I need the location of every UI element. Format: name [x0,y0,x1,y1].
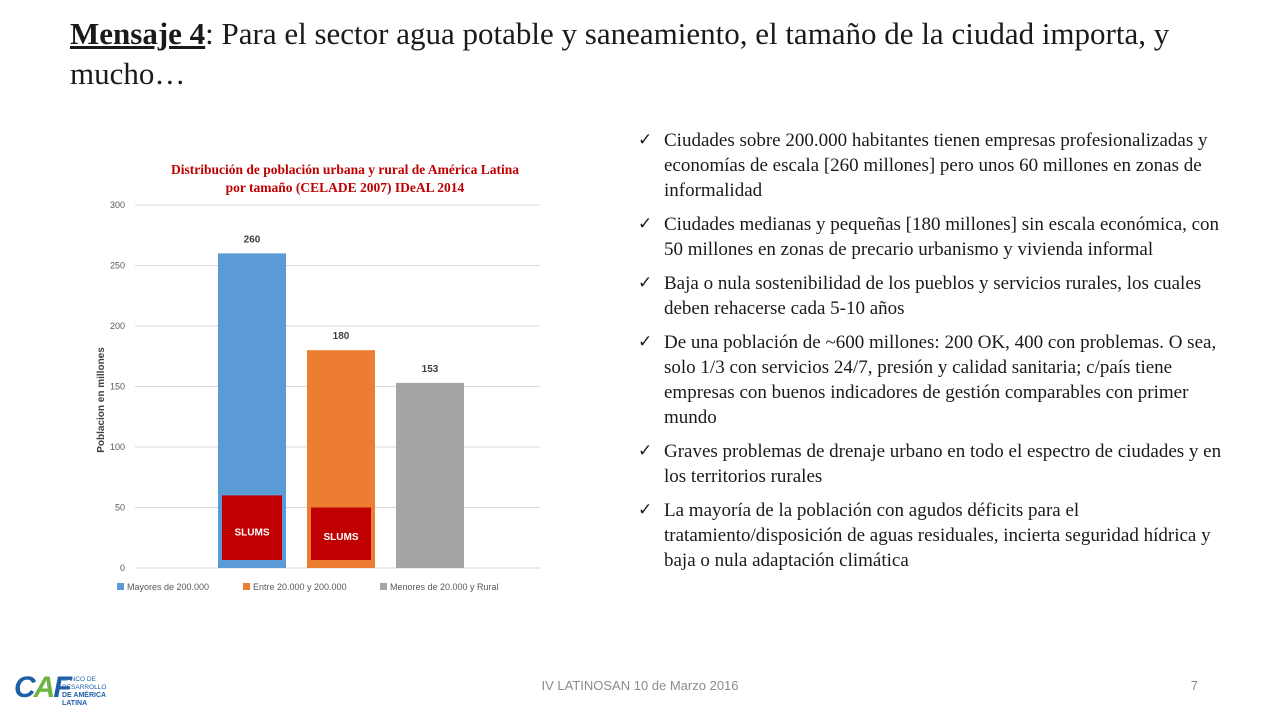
y-tick-label: 50 [115,503,125,513]
y-tick-label: 100 [110,442,125,452]
legend-entry: Entre 20.000 y 200.000 [253,582,347,592]
chart-title-line-2: por tamaño (CELADE 2007) IDeAL 2014 [226,180,465,195]
bar-data-label: 260 [244,234,261,245]
slums-label: SLUMS [324,532,359,543]
legend-swatch [243,583,250,590]
legend-entry: Mayores de 200.000 [127,582,209,592]
page-number: 7 [1190,678,1198,693]
bullet-text: La mayoría de la población con agudos dé… [664,500,1211,571]
slums-label: SLUMS [235,527,270,538]
bullet-item: ✓ Baja o nula sostenibilidad de los puebl… [638,271,1223,321]
legend-swatch [117,583,124,590]
slide-title: Mensaje 4: Para el sector agua potable y… [70,14,1250,94]
population-bar-chart: Distribución de población urbana y rural… [95,150,555,610]
y-tick-label: 300 [110,200,125,210]
bullet-item: ✓ Ciudades sobre 200.000 habitantes tiene… [638,128,1223,203]
bullet-text: Ciudades medianas y pequeñas [180 millon… [664,214,1220,260]
legend-entry: Menores de 20.000 y Rural [390,582,499,592]
checkmark-icon: ✓ [638,500,653,520]
slums-box [311,507,371,560]
bullet-item: ✓ Ciudades medianas y pequeñas [180 millo… [638,212,1223,262]
bullet-list: ✓ Ciudades sobre 200.000 habitantes tiene… [638,128,1223,582]
checkmark-icon: ✓ [638,273,653,293]
bullet-item: ✓ De una población de ~600 millones: 200 … [638,330,1223,430]
bullet-text: De una población de ~600 millones: 200 O… [664,332,1217,428]
y-axis-title: Poblacion en millones [96,347,107,453]
footer-text: IV LATINOSAN 10 de Marzo 2016 [541,678,739,693]
caf-logo: CAF BANCO DE DESARROLLO DE AMÉRICA LATINA [14,668,124,708]
bullet-item: ✓ Graves problemas de drenaje urbano en t… [638,439,1223,489]
bullet-text: Ciudades sobre 200.000 habitantes tienen… [664,130,1208,201]
bullet-text: Baja o nula sostenibilidad de los pueblo… [664,273,1202,319]
y-tick-label: 250 [110,261,125,271]
slide-title-lead: Mensaje 4 [70,16,206,51]
checkmark-icon: ✓ [638,130,653,150]
legend-swatch [380,583,387,590]
y-tick-label: 200 [110,321,125,331]
y-tick-label: 150 [110,382,125,392]
checkmark-icon: ✓ [638,214,653,234]
bullet-item: ✓ La mayoría de la población con agudos d… [638,498,1223,573]
checkmark-icon: ✓ [638,332,653,352]
bullet-text: Graves problemas de drenaje urbano en to… [664,441,1222,487]
slide-title-rest: : Para el sector agua potable y saneamie… [70,16,1170,91]
chart-legend: Mayores de 200.000 Entre 20.000 y 200.000… [117,582,499,592]
chart-canvas: Distribución de población urbana y rural… [96,162,540,592]
chart-annotations: SLUMS SLUMS [222,495,371,560]
y-tick-label: 0 [120,563,125,573]
caf-logo-text: BANCO DE DESARROLLO DE AMÉRICA LATINA [62,676,107,707]
slums-box [222,495,282,560]
checkmark-icon: ✓ [638,441,653,461]
chart-title-line-1: Distribución de población urbana y rural… [171,162,519,177]
bar-data-label: 153 [422,364,439,375]
caf-logo-mark: CAF [14,671,72,704]
bar-data-label: 180 [333,331,350,342]
bar-3 [396,382,464,568]
